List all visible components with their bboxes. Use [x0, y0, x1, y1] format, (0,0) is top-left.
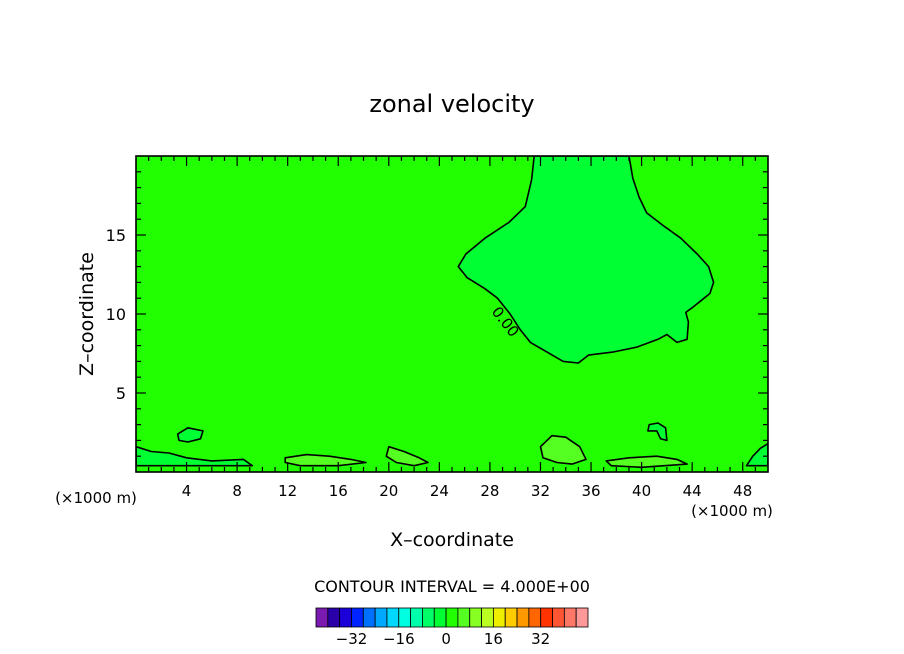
y-tick-label-10: 10	[106, 305, 126, 324]
x-tick-label-8: 8	[232, 482, 242, 500]
colorbar-tick-0: 0	[441, 630, 451, 648]
contour-region-3	[385, 445, 429, 467]
colorbar-swatch-9	[410, 607, 423, 628]
colorbar-swatch-14	[469, 607, 482, 628]
colorbar-swatch-11	[433, 607, 447, 628]
colorbar-tick-labels: −32 −16 0 16 32	[336, 630, 551, 648]
contour-region-6	[284, 453, 367, 467]
colorbar-swatch-7	[386, 607, 400, 628]
contour-region-9	[647, 422, 668, 442]
colorbar-swatch-1	[315, 607, 329, 628]
contour-region-1	[457, 156, 715, 364]
colorbar-swatch-17	[504, 607, 518, 628]
contour-interval-text: CONTOUR INTERVAL = 4.000E+00	[314, 577, 590, 596]
y-axis-ticks: 5 10 15	[106, 171, 768, 457]
contour-region-2	[539, 434, 587, 465]
colorbar-swatch-10	[422, 607, 435, 628]
x-tick-label-32: 32	[531, 482, 550, 500]
x-axis-ticks: 4 8 12 16 20 24 28 32 36 40 44 48	[148, 156, 756, 500]
colorbar-swatch-20	[540, 607, 553, 628]
y-tick-label-15: 15	[106, 226, 126, 245]
colorbar-tick--16: −16	[383, 630, 415, 648]
y-tick-label-5: 5	[116, 384, 126, 403]
colorbar-swatch-8	[398, 607, 412, 628]
chart-title: zonal velocity	[369, 90, 534, 118]
colorbar-swatch-15	[481, 607, 494, 628]
y-axis-label: Z–coordinate	[76, 252, 98, 376]
colorbar-swatch-6	[374, 607, 388, 628]
colorbar	[315, 607, 589, 628]
colorbar-swatch-3	[339, 607, 352, 628]
colorbar-swatch-2	[327, 607, 341, 628]
colorbar-tick--32: −32	[336, 630, 368, 648]
contour-region-5	[745, 442, 768, 467]
colorbar-swatch-19	[528, 607, 542, 628]
contour-region-8	[176, 426, 204, 443]
x-tick-label-36: 36	[581, 482, 600, 500]
colorbar-swatch-18	[516, 607, 530, 628]
x-tick-label-24: 24	[430, 482, 449, 500]
contour-region-4	[136, 445, 254, 467]
colorbar-swatch-23	[575, 607, 589, 628]
contour-regions	[136, 156, 768, 469]
colorbar-swatch-22	[563, 607, 577, 628]
colorbar-swatch-5	[362, 607, 376, 628]
colorbar-swatch-21	[552, 607, 565, 628]
x-tick-label-16: 16	[329, 482, 348, 500]
x-tick-label-40: 40	[632, 482, 651, 500]
x-tick-label-44: 44	[683, 482, 702, 500]
colorbar-tick-32: 32	[531, 630, 550, 648]
x-tick-label-48: 48	[733, 482, 752, 500]
x-unit-right: (×1000 m)	[691, 502, 773, 520]
x-tick-label-28: 28	[480, 482, 499, 500]
colorbar-swatch-4	[351, 607, 364, 628]
x-tick-label-4: 4	[182, 482, 192, 500]
colorbar-swatch-16	[492, 607, 506, 628]
colorbar-swatch-13	[457, 607, 471, 628]
contour-region-7	[605, 455, 688, 469]
x-tick-label-20: 20	[379, 482, 398, 500]
x-axis-label: X–coordinate	[390, 529, 514, 551]
x-tick-label-12: 12	[278, 482, 297, 500]
colorbar-swatch-12	[445, 607, 459, 628]
colorbar-tick-16: 16	[484, 630, 503, 648]
x-unit-left: (×1000 m)	[55, 489, 137, 507]
